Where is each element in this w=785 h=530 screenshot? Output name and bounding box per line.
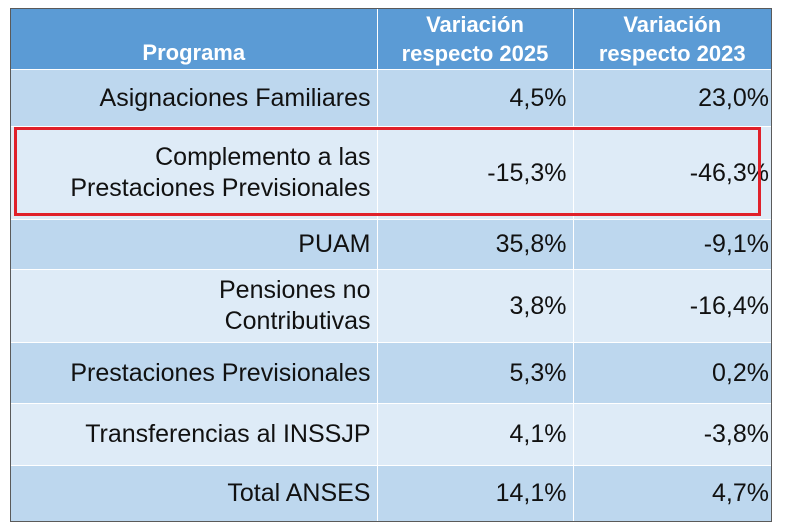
programs-variation-table-container: Programa Variación respecto 2025 Variació… (10, 8, 772, 522)
programa-cell: Pensiones no Contributivas (11, 269, 378, 343)
var2025-cell: 4,1% (377, 403, 574, 466)
programa-cell-line2: Contributivas (224, 307, 371, 335)
var2025-cell: 3,8% (377, 269, 574, 343)
table-row: Asignaciones Familiares 4,5% 23,0% (11, 69, 771, 127)
table-row: Prestaciones Previsionales 5,3% 0,2% (11, 342, 771, 404)
programa-cell-line1: Complemento a las (155, 143, 371, 171)
programa-cell: Transferencias al INSSJP (11, 403, 378, 466)
header-programa: Programa (11, 9, 378, 70)
var2025-cell: 4,5% (377, 69, 574, 127)
var2023-cell: 4,7% (573, 465, 771, 521)
var2023-cell: 23,0% (573, 69, 771, 127)
table-header-row: Programa Variación respecto 2025 Variació… (11, 9, 771, 70)
programa-cell: Prestaciones Previsionales (11, 342, 378, 404)
var2023-cell: -46,3% (573, 126, 771, 220)
programa-cell: Total ANSES (11, 465, 378, 521)
var2023-cell: 0,2% (573, 342, 771, 404)
header-variacion-2023: Variación respecto 2023 (573, 9, 771, 70)
programa-cell: PUAM (11, 219, 378, 270)
var2023-cell: -9,1% (573, 219, 771, 270)
table-row: Complemento a las Prestaciones Previsiona… (11, 126, 771, 220)
var2025-cell: 35,8% (377, 219, 574, 270)
var2023-cell: -3,8% (573, 403, 771, 466)
header-variacion-2023-line1: Variación (623, 12, 722, 37)
var2023-cell: -16,4% (573, 269, 771, 343)
table-row-total: Total ANSES 14,1% 4,7% (11, 465, 771, 521)
header-variacion-2025-line2: respecto 2025 (401, 41, 549, 66)
table-row: PUAM 35,8% -9,1% (11, 219, 771, 270)
var2025-cell: -15,3% (377, 126, 574, 220)
programa-cell-line1: Pensiones no (218, 276, 371, 304)
var2025-cell: 14,1% (377, 465, 574, 521)
table-row: Pensiones no Contributivas 3,8% -16,4% (11, 269, 771, 343)
programa-cell: Complemento a las Prestaciones Previsiona… (11, 126, 378, 220)
header-variacion-2025: Variación respecto 2025 (377, 9, 574, 70)
programa-cell: Asignaciones Familiares (11, 69, 378, 127)
header-variacion-2025-line1: Variación (426, 12, 524, 37)
var2025-cell: 5,3% (377, 342, 574, 404)
header-variacion-2023-line2: respecto 2023 (598, 41, 746, 66)
table-row: Transferencias al INSSJP 4,1% -3,8% (11, 403, 771, 466)
programa-cell-line2: Prestaciones Previsionales (70, 174, 371, 202)
programs-variation-table: Programa Variación respecto 2025 Variació… (11, 9, 771, 521)
